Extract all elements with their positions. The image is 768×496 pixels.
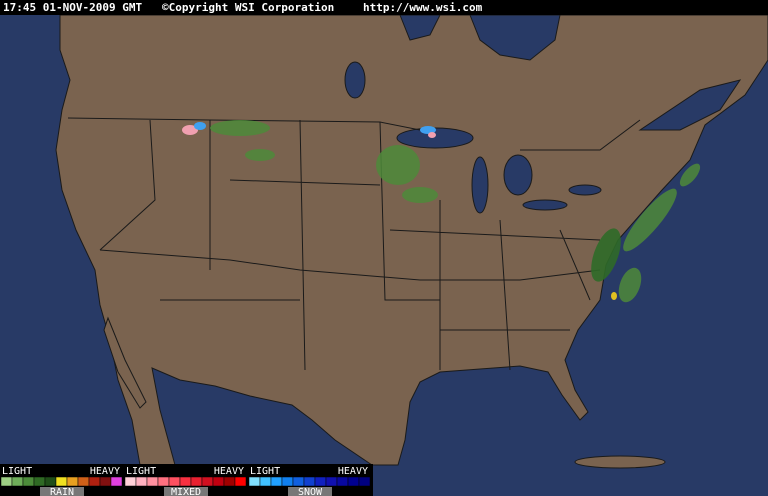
legend-swatch [270, 476, 283, 487]
legend-name: MIXED [171, 487, 201, 496]
borders [67, 117, 641, 371]
legend-swatch [234, 476, 247, 487]
legend-swatch [179, 476, 192, 487]
legend-name: SNOW [298, 487, 323, 496]
legend-swatch [66, 476, 79, 487]
legend-swatch [88, 476, 101, 487]
legend-swatch [212, 476, 225, 487]
legend: LIGHT HEAVY RAIN LIGHT HEAVY MIXED LIGHT HEAVY S… [0, 464, 373, 496]
lake-michigan [471, 156, 489, 214]
legend-swatch [281, 476, 294, 487]
legend-swatch [110, 476, 123, 487]
lake-winnipeg [344, 61, 366, 99]
legend-swatch [168, 476, 181, 487]
header-bar [0, 0, 768, 15]
legend-swatch [44, 476, 57, 487]
lake-ontario [568, 184, 602, 196]
legend-swatch [223, 476, 236, 487]
lake-superior [396, 127, 474, 149]
legend-swatch [303, 476, 316, 487]
legend-name-bg [164, 487, 208, 496]
url: http://www.wsi.com [363, 1, 483, 14]
legend-swatch [135, 476, 148, 487]
legend-swatch [77, 476, 90, 487]
legend-high: HEAVY [214, 466, 244, 477]
legend-swatch [358, 476, 371, 487]
legend-swatch [190, 476, 203, 487]
legend-swatch [292, 476, 305, 487]
legend-swatch [99, 476, 112, 487]
gulf-st-lawrence [638, 79, 742, 131]
legend-low: LIGHT [126, 466, 156, 477]
legend-swatch [325, 476, 338, 487]
legend-high: HEAVY [338, 466, 368, 477]
legend-swatch [55, 476, 68, 487]
legend-swatch [157, 476, 170, 487]
legend-swatch [347, 476, 360, 487]
cuba [574, 455, 666, 469]
legend-swatch [248, 476, 261, 487]
legend-swatch [22, 476, 35, 487]
legend-high: HEAVY [90, 466, 120, 477]
baja [103, 316, 147, 409]
lake-erie [522, 199, 568, 211]
legend-swatch [0, 476, 13, 487]
legend-swatch [314, 476, 327, 487]
legend-name-bg [40, 487, 84, 496]
legend-swatch [11, 476, 24, 487]
legend-name: RAIN [50, 487, 74, 496]
legend-swatch [124, 476, 137, 487]
legend-swatch [336, 476, 349, 487]
legend-low: LIGHT [2, 466, 32, 477]
legend-swatch [33, 476, 46, 487]
legend-swatch [201, 476, 214, 487]
legend-low: LIGHT [250, 466, 280, 477]
lake-huron [503, 154, 533, 196]
copyright: ©Copyright WSI Corporation [162, 1, 334, 14]
radar-echoes [182, 120, 701, 303]
timestamp: 17:45 01-NOV-2009 GMT [3, 1, 142, 14]
legend-swatch [146, 476, 159, 487]
legend-name-bg [288, 487, 332, 496]
legend-swatch [259, 476, 272, 487]
